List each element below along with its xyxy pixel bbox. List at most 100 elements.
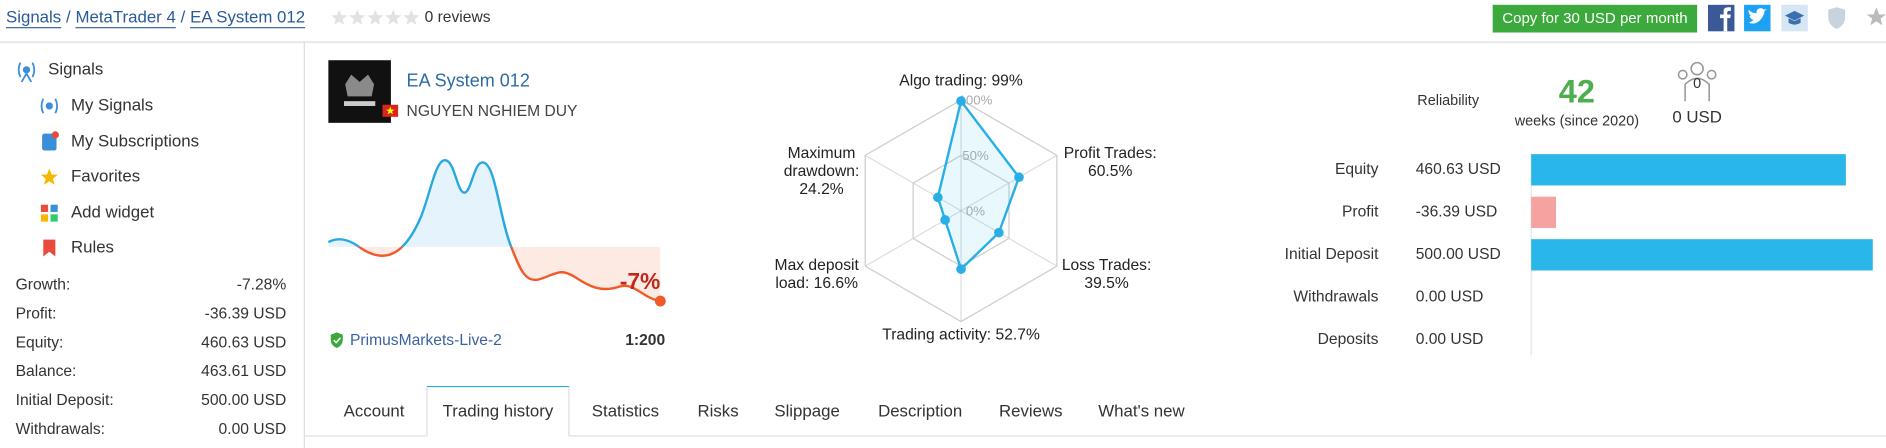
radar-point [933, 192, 943, 203]
subscriptions-badge [51, 131, 59, 139]
reliability-label: Reliability [1417, 93, 1480, 109]
breadcrumb-separator: / [66, 8, 71, 27]
subscriptions-icon [42, 133, 57, 151]
radar-point [1014, 172, 1024, 183]
rating-star[interactable] [367, 9, 384, 25]
breadcrumb-link[interactable]: EA System 012 [190, 8, 305, 27]
stat-label: Growth: [16, 277, 71, 294]
balance-name: Withdrawals [1293, 288, 1378, 305]
tab[interactable]: Description [878, 401, 962, 420]
subscribers-head [1690, 61, 1704, 76]
radar-label: Trading activity: 52.7% [829, 325, 1094, 343]
radar-label: Maximum drawdown: 24.2% [784, 143, 860, 197]
radar-label-text: Profit Trades: 60.5% [1056, 143, 1164, 179]
stat-label: Withdrawals: [16, 421, 105, 438]
sidebar-icons [17, 62, 59, 257]
copy-button[interactable] [1492, 4, 1698, 33]
tab[interactable]: Risks [698, 401, 739, 420]
radar-label-text: Loss Trades: 39.5% [1052, 255, 1160, 291]
rating-star[interactable] [349, 9, 366, 25]
avatar-banner [344, 101, 376, 106]
widget-icon-a [40, 204, 49, 212]
tab[interactable]: Slippage [774, 401, 839, 420]
radar-point [956, 264, 966, 274]
sparkline-area-positive [328, 160, 661, 247]
menu-item[interactable]: My Subscriptions [71, 132, 199, 151]
growth-sparkline [327, 158, 666, 307]
rating-star[interactable] [403, 9, 420, 25]
favorites-icon [40, 168, 58, 185]
signals-icon [22, 66, 31, 74]
tab[interactable]: What's new [1098, 401, 1185, 420]
tab[interactable]: Reviews [999, 401, 1063, 420]
menu-item[interactable]: Add widget [71, 203, 155, 222]
tab-active[interactable]: Trading history [443, 401, 554, 420]
menu-item[interactable]: Favorites [71, 166, 140, 185]
growth-label: -7% [620, 268, 661, 294]
radar-label-text: Max deposit load: 16.6% [767, 255, 866, 291]
reliability-weeks-note: weeks (since 2020) [1514, 113, 1639, 129]
stat-label: Balance: [16, 363, 77, 380]
sparkline-negative [357, 246, 661, 303]
sparkline-positive [327, 158, 513, 247]
radar-label-text: Trading activity: 52.7% [829, 325, 1094, 343]
menu-item[interactable]: Signals [48, 59, 103, 78]
my-signals-icon-waves [40, 98, 59, 114]
balance-name: Profit [1342, 203, 1379, 220]
radar-axis-name: Trading activity: [882, 325, 992, 344]
menu-item[interactable]: Rules [71, 238, 114, 257]
radar-tick-label: 50% [962, 148, 989, 163]
subscribers-head-left [1677, 69, 1688, 80]
facebook-glyph [1720, 7, 1731, 32]
stat-label: Equity: [16, 334, 64, 351]
shield-icon[interactable] [1828, 7, 1846, 29]
balance-value: 460.63 USD [1416, 161, 1501, 178]
widget-icon-d [50, 214, 58, 222]
radar-center [959, 209, 963, 212]
my-signals-icon [45, 102, 53, 110]
menu-item[interactable]: My Signals [71, 95, 153, 114]
radar-point [940, 215, 950, 225]
balance-value: 0.00 USD [1416, 331, 1484, 348]
country-flag-star [386, 106, 395, 115]
breadcrumb-separator: / [181, 8, 186, 27]
widget-icon-c [40, 214, 49, 222]
radar-axis-value: 16.6% [813, 273, 859, 292]
stat-value: -7.28% [237, 277, 287, 294]
breadcrumb-link[interactable]: MetaTrader 4 [75, 8, 175, 27]
rating-star[interactable] [385, 9, 402, 25]
reliability-weeks: 42 [1559, 74, 1595, 110]
copy-button-label[interactable]: Copy for 30 USD per month [1502, 10, 1687, 27]
tab[interactable]: Statistics [592, 401, 659, 420]
radar-label: Max deposit load: 16.6% [767, 255, 866, 291]
sparkline-end [654, 295, 666, 307]
balance-value: 0.00 USD [1416, 288, 1484, 305]
education-glyph [1784, 10, 1805, 25]
signal-author: NGUYEN NGHIEM DUY [407, 103, 578, 120]
tab[interactable]: Account [344, 401, 405, 420]
radar-axis-name: Algo trading: [899, 71, 988, 90]
avatar-crown [345, 74, 375, 97]
radar-label: Loss Trades: 39.5% [1052, 255, 1160, 291]
balance-name: Initial Deposit [1285, 246, 1379, 263]
stat-value: 500.00 USD [201, 392, 286, 409]
signals-icon-waves [17, 62, 36, 83]
balance-value: -36.39 USD [1416, 203, 1498, 220]
verified-check [333, 337, 341, 344]
radar-axis-value: 39.5% [1084, 273, 1129, 292]
subscribers-head-right [1706, 69, 1717, 80]
radar-label-text: Algo trading: 99% [829, 71, 1094, 89]
broker[interactable]: PrimusMarkets-Live-2 [350, 332, 502, 349]
favorite-icon[interactable] [1866, 7, 1886, 26]
reviews-count[interactable]: 0 reviews [425, 9, 491, 26]
subscribers-funds: 0 USD [1672, 107, 1722, 126]
signal-name[interactable]: EA System 012 [407, 71, 530, 91]
rating-star[interactable] [331, 9, 348, 25]
radar-axis-value: 60.5% [1088, 161, 1133, 180]
stat-value: 463.61 USD [201, 363, 286, 380]
balance-bar [1531, 154, 1846, 186]
subscribers-body [1684, 77, 1710, 102]
stat-value: 0.00 USD [219, 421, 287, 438]
breadcrumb-link[interactable]: Signals [6, 8, 61, 27]
